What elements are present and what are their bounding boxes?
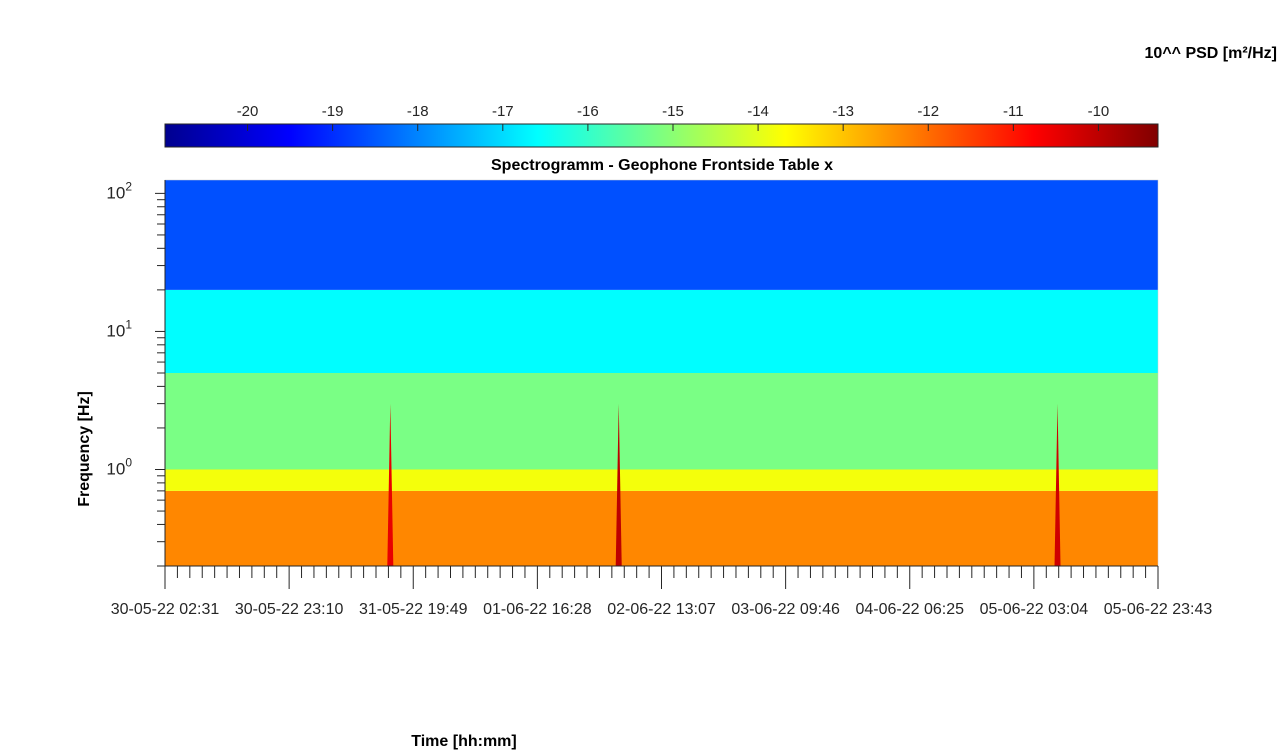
colorbar-label: 10^^ PSD [m²/Hz] [1145, 45, 1277, 62]
x-tick-label: 04-06-22 06:25 [855, 601, 964, 618]
event-line [615, 403, 622, 566]
y-axis-label: Frequency [Hz] [76, 391, 93, 507]
psd-band [165, 490, 1158, 566]
x-tick-label: 01-06-22 16:28 [483, 601, 592, 618]
y-tick-label: 101 [106, 317, 132, 340]
colorbar-tick-label: -11 [1003, 103, 1024, 120]
colorbar-tick-label: -14 [747, 103, 769, 120]
colorbar-tick-label: -17 [492, 103, 514, 120]
x-tick-label: 02-06-22 13:07 [607, 601, 716, 618]
colorbar-tick-label: -10 [1088, 103, 1110, 120]
colorbar-ticks: -20 -19 -18 -17 -16 -15 -14 -13 -12 -11 -10 [237, 103, 1110, 131]
y-tick-label: 102 [106, 179, 132, 202]
chart-title: Spectrogramm - Geophone Frontside Table … [491, 157, 833, 174]
x-tick-label: 03-06-22 09:46 [731, 601, 840, 618]
psd-band [165, 373, 1158, 470]
x-tick-label: 31-05-22 19:49 [359, 601, 468, 618]
event-line [387, 403, 394, 566]
colorbar-tick-label: -20 [237, 103, 259, 120]
x-tick-label: 05-06-22 23:43 [1104, 601, 1213, 618]
spectrogram-heatmap [165, 180, 1158, 566]
psd-band [165, 180, 1158, 290]
colorbar [164, 123, 1159, 148]
y-tick-label: 100 [106, 456, 132, 479]
y-axis: 100 101 102 [106, 179, 165, 567]
x-tick-label: 30-05-22 02:31 [111, 601, 220, 618]
event-line [1054, 403, 1061, 566]
psd-band [165, 289, 1158, 373]
x-tick-label: 05-06-22 03:04 [980, 601, 1089, 618]
colorbar-tick-label: -15 [662, 103, 684, 120]
colorbar-tick-label: -19 [322, 103, 344, 120]
colorbar-tick-label: -18 [407, 103, 429, 120]
psd-band [165, 469, 1158, 491]
colorbar-tick-label: -16 [577, 103, 599, 120]
x-axis-label: Time [hh:mm] [411, 733, 516, 750]
colorbar-tick-label: -12 [917, 103, 939, 120]
x-tick-label: 30-05-22 23:10 [235, 601, 344, 618]
colorbar-tick-label: -13 [832, 103, 854, 120]
x-axis: 30-05-22 02:31 30-05-22 23:10 31-05-22 19:… [111, 566, 1213, 618]
